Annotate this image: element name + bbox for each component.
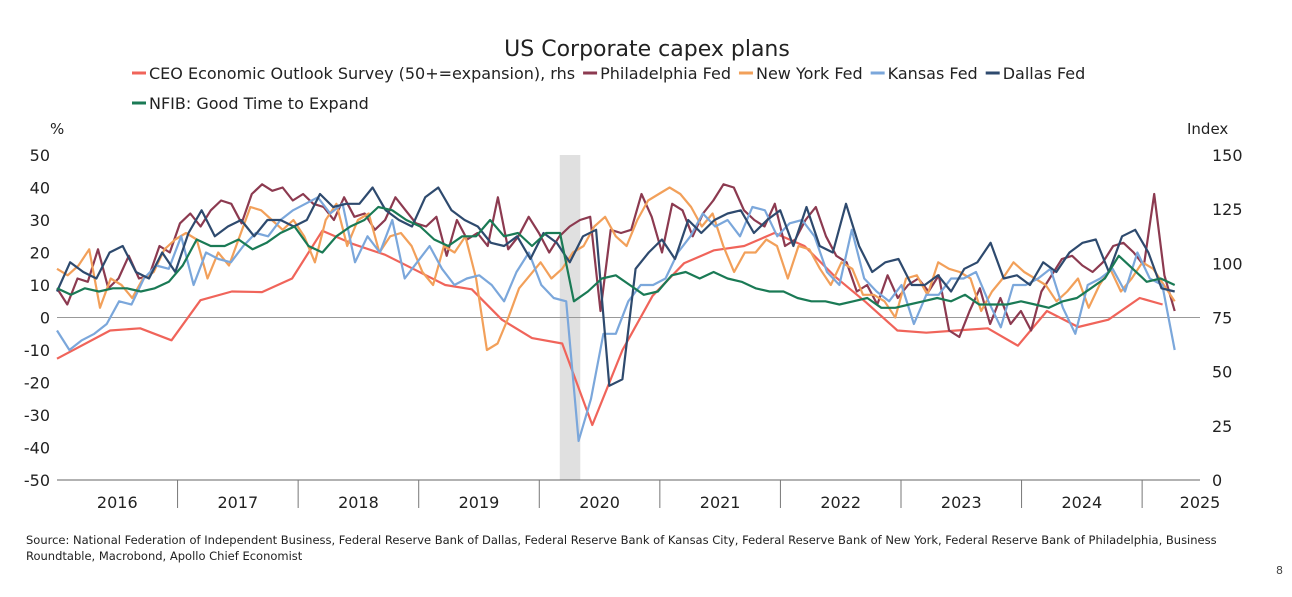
y-tick-right: 100 <box>1212 254 1243 273</box>
legend-label: Kansas Fed <box>888 64 978 83</box>
y-tick-left: 10 <box>30 276 50 295</box>
x-tick-label: 2018 <box>338 493 379 512</box>
legend-label: Philadelphia Fed <box>600 64 731 83</box>
y-tick-right: 150 <box>1212 146 1243 165</box>
x-tick-label: 2021 <box>700 493 741 512</box>
y-tick-left: -40 <box>24 439 50 458</box>
series-line-3 <box>56 196 1176 443</box>
left-axis-label: % <box>50 120 64 138</box>
x-tick-label: 2020 <box>579 493 620 512</box>
y-tick-left: -30 <box>24 406 50 425</box>
series-line-0 <box>56 229 1163 427</box>
page-number: 8 <box>1276 564 1283 577</box>
y-tick-left: 0 <box>40 309 50 328</box>
x-tick-label: 2019 <box>459 493 500 512</box>
chart-title: US Corporate capex plans <box>504 37 790 62</box>
legend-label: New York Fed <box>756 64 863 83</box>
x-tick-label: 2023 <box>941 493 982 512</box>
series-line-5 <box>56 205 1176 309</box>
x-tick-label: 2016 <box>97 493 138 512</box>
series-line-4 <box>55 186 1175 387</box>
x-tick-label: 2024 <box>1061 493 1102 512</box>
y-tick-left: 50 <box>30 146 50 165</box>
legend-label: NFIB: Good Time to Expand <box>149 94 369 113</box>
x-tick-label: 2025 <box>1180 493 1221 512</box>
series-line-2 <box>56 186 1176 352</box>
x-tick-label: 2017 <box>217 493 258 512</box>
y-tick-left: 30 <box>30 211 50 230</box>
y-tick-left: -50 <box>24 471 50 490</box>
y-tick-right: 75 <box>1212 309 1232 328</box>
y-tick-left: -20 <box>24 374 50 393</box>
y-tick-left: -10 <box>24 341 50 360</box>
legend-label: Dallas Fed <box>1003 64 1086 83</box>
y-tick-left: 20 <box>30 244 50 263</box>
y-tick-right: 25 <box>1212 417 1232 436</box>
x-tick-label: 2022 <box>820 493 861 512</box>
source-note: Source: National Federation of Independe… <box>26 533 1217 563</box>
legend-label: CEO Economic Outlook Survey (50+=expansi… <box>149 64 575 83</box>
series-line-1 <box>56 183 1176 339</box>
y-tick-right: 0 <box>1212 471 1222 490</box>
y-tick-right: 125 <box>1212 200 1243 219</box>
y-tick-right: 50 <box>1212 363 1232 382</box>
y-tick-left: 40 <box>30 179 50 198</box>
right-axis-label: Index <box>1187 120 1228 138</box>
